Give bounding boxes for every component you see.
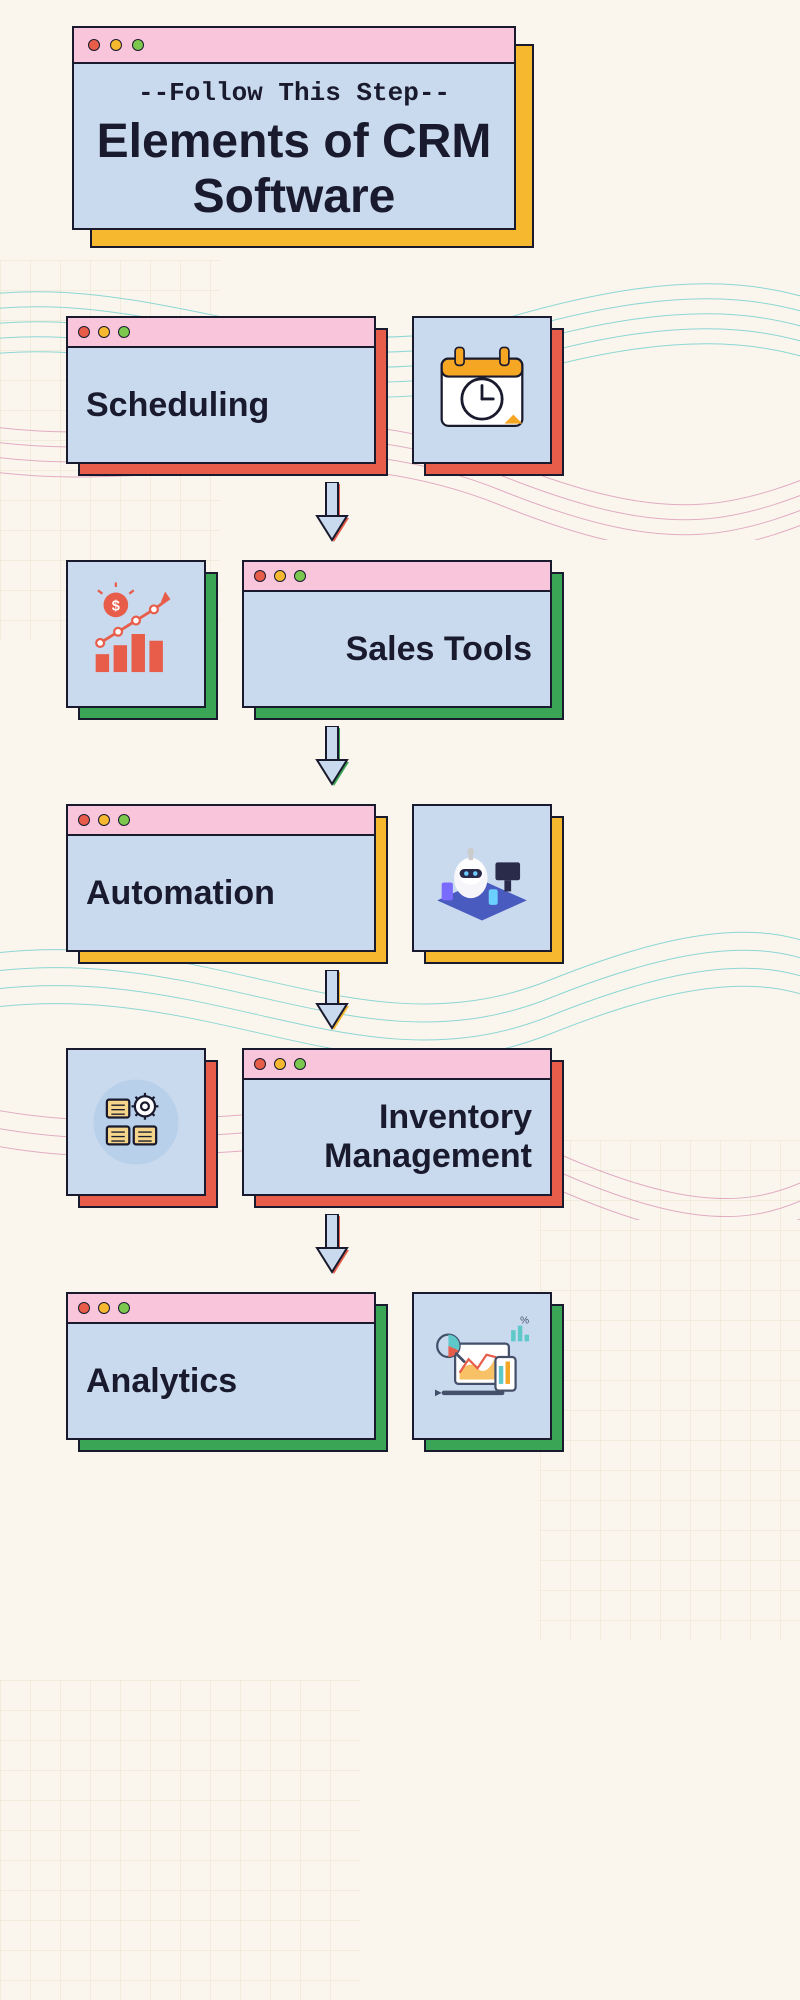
header-titlebar <box>74 28 514 64</box>
grid-decor-2 <box>540 1140 800 1640</box>
step-text-window: Automation <box>66 804 376 952</box>
analytics-dash-icon: % <box>426 1306 538 1426</box>
svg-text:$: $ <box>112 598 120 614</box>
dot-yellow-icon <box>274 1058 286 1070</box>
step-titlebar <box>68 318 374 348</box>
dot-green-icon <box>132 39 144 51</box>
flow-arrow-icon <box>315 482 351 551</box>
robot-desk-icon <box>426 818 538 938</box>
step-text-window: Scheduling <box>66 316 376 464</box>
dot-red-icon <box>78 326 90 338</box>
flow-arrow-icon <box>315 726 351 795</box>
dot-yellow-icon <box>98 326 110 338</box>
dot-yellow-icon <box>98 814 110 826</box>
dot-red-icon <box>254 570 266 582</box>
step-label: InventoryManagement <box>244 1080 550 1194</box>
dot-green-icon <box>118 1302 130 1314</box>
flow-arrow-icon <box>315 970 351 1039</box>
step-icon-window <box>412 316 552 464</box>
dot-yellow-icon <box>98 1302 110 1314</box>
step-titlebar <box>244 1050 550 1080</box>
dot-red-icon <box>78 1302 90 1314</box>
dot-green-icon <box>294 570 306 582</box>
dot-green-icon <box>294 1058 306 1070</box>
step-icon-window <box>66 1048 206 1196</box>
dot-red-icon <box>78 814 90 826</box>
step-label: Scheduling <box>68 348 374 462</box>
svg-text:%: % <box>520 1315 529 1326</box>
step-icon-window: $ <box>66 560 206 708</box>
step-text-window: InventoryManagement <box>242 1048 552 1196</box>
dot-green-icon <box>118 326 130 338</box>
dot-green-icon <box>118 814 130 826</box>
header-title: Elements of CRMSoftware <box>74 114 514 224</box>
calendar-clock-icon <box>426 330 538 450</box>
flow-arrow-icon <box>315 1214 351 1283</box>
grid-decor-3 <box>0 1680 360 2000</box>
growth-chart-icon: $ <box>80 574 192 694</box>
dot-red-icon <box>88 39 100 51</box>
step-text-window: Analytics <box>66 1292 376 1440</box>
dot-red-icon <box>254 1058 266 1070</box>
inventory-gear-icon <box>80 1062 192 1182</box>
step-text-window: Sales Tools <box>242 560 552 708</box>
step-icon-window: % <box>412 1292 552 1440</box>
header-subtitle: --Follow This Step-- <box>74 78 514 108</box>
step-titlebar <box>68 1294 374 1324</box>
step-label: Sales Tools <box>244 592 550 706</box>
step-titlebar <box>244 562 550 592</box>
step-titlebar <box>68 806 374 836</box>
dot-yellow-icon <box>274 570 286 582</box>
header-window: --Follow This Step-- Elements of CRMSoft… <box>72 26 516 230</box>
step-label: Analytics <box>68 1324 374 1438</box>
step-icon-window <box>412 804 552 952</box>
dot-yellow-icon <box>110 39 122 51</box>
step-label: Automation <box>68 836 374 950</box>
